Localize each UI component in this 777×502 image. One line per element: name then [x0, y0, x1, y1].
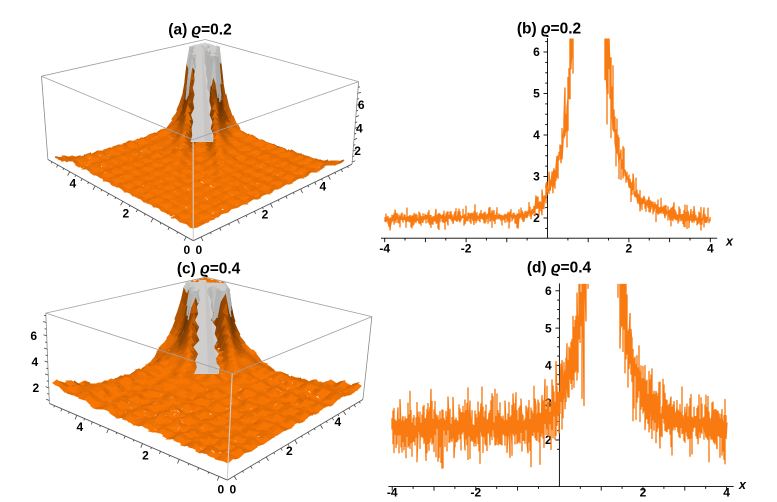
svg-text:4: 4: [723, 486, 730, 497]
svg-text:4: 4: [545, 359, 552, 373]
svg-text:-2: -2: [470, 486, 481, 497]
svg-text:2: 2: [122, 206, 129, 220]
svg-text:(a) ϱ=0.2: (a) ϱ=0.2: [168, 22, 231, 39]
svg-text:0: 0: [195, 243, 202, 257]
svg-text:6: 6: [30, 329, 37, 343]
svg-text:2: 2: [262, 208, 269, 222]
svg-text:2: 2: [354, 144, 361, 158]
svg-text:0: 0: [217, 483, 224, 497]
svg-text:2: 2: [32, 381, 39, 395]
svg-text:(b) ϱ=0.2: (b) ϱ=0.2: [517, 21, 581, 38]
svg-text:x: x: [738, 478, 747, 492]
svg-text:4: 4: [77, 420, 84, 434]
svg-text:2: 2: [626, 242, 633, 256]
svg-text:2: 2: [142, 449, 149, 463]
svg-text:6: 6: [358, 98, 365, 112]
svg-text:4: 4: [31, 355, 38, 369]
svg-text:-4: -4: [387, 486, 398, 497]
svg-text:4: 4: [69, 177, 76, 191]
svg-text:2: 2: [640, 486, 647, 497]
svg-text:0: 0: [229, 483, 236, 497]
svg-text:2: 2: [286, 444, 293, 458]
svg-text:5: 5: [533, 87, 540, 101]
svg-text:-2: -2: [461, 242, 472, 256]
svg-text:(c) ϱ=0.4: (c) ϱ=0.4: [177, 261, 241, 278]
svg-text:4: 4: [533, 128, 540, 142]
svg-text:4: 4: [707, 242, 714, 256]
svg-text:3: 3: [533, 170, 540, 184]
svg-text:(d) ϱ=0.4: (d) ϱ=0.4: [527, 260, 592, 277]
svg-text:4: 4: [319, 180, 326, 194]
svg-text:x: x: [725, 235, 734, 249]
svg-text:0: 0: [183, 243, 190, 257]
svg-text:6: 6: [533, 45, 540, 59]
svg-text:4: 4: [335, 415, 342, 429]
svg-text:5: 5: [545, 321, 552, 335]
svg-text:-4: -4: [379, 242, 390, 256]
svg-text:6: 6: [545, 284, 552, 298]
svg-text:4: 4: [356, 121, 363, 135]
